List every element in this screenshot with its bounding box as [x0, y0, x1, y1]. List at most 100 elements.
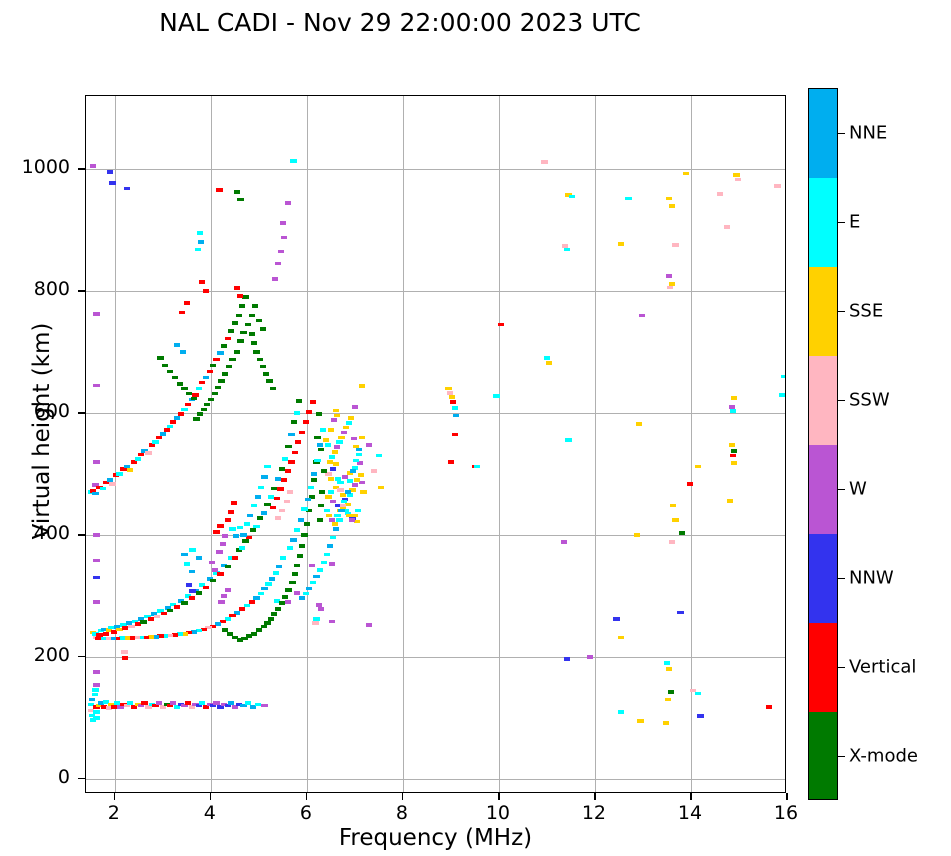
echo-marker [679, 531, 686, 535]
x-axis-label: Frequency (MHz) [338, 825, 533, 851]
echo-marker [355, 447, 362, 452]
colorbar-segment-nnw [809, 534, 837, 623]
colorbar-label-ssw: SSW [849, 389, 890, 410]
echo-marker [349, 487, 356, 492]
echo-marker [155, 435, 163, 440]
echo-marker [272, 277, 279, 281]
echo-marker [283, 499, 290, 504]
echo-marker [92, 631, 99, 636]
x-tick-label: 8 [395, 802, 408, 824]
colorbar-label-sse: SSE [849, 300, 884, 321]
echo-marker [153, 614, 161, 619]
echo-marker [199, 280, 206, 284]
x-tick-label: 16 [773, 802, 799, 824]
echo-marker [318, 503, 325, 508]
echo-marker [264, 502, 271, 507]
echo-marker [227, 701, 235, 705]
colorbar-tick [838, 666, 845, 669]
echo-marker [327, 490, 334, 495]
echo-marker [298, 544, 306, 548]
echo-marker [114, 636, 121, 641]
gridline-horizontal [86, 412, 785, 414]
echo-marker [273, 496, 281, 501]
echo-marker [127, 701, 134, 705]
echo-marker [176, 632, 183, 637]
echo-marker [258, 591, 265, 596]
echo-marker [445, 386, 452, 391]
echo-marker [317, 517, 324, 522]
echo-marker [120, 702, 127, 707]
x-tick-label: 14 [677, 802, 703, 824]
echo-marker [284, 200, 291, 205]
x-tick [305, 793, 308, 800]
echo-marker [176, 381, 183, 386]
echo-marker [195, 703, 202, 708]
echo-marker [313, 617, 320, 621]
echo-marker [275, 564, 283, 569]
x-tick-label: 6 [299, 802, 312, 824]
echo-marker [312, 621, 319, 626]
echo-marker [307, 485, 314, 490]
echo-marker [351, 483, 358, 487]
echo-marker [166, 369, 174, 374]
echo-marker [130, 459, 138, 464]
echo-marker [144, 614, 151, 619]
echo-marker [302, 591, 310, 596]
echo-marker [723, 225, 731, 229]
echo-marker [638, 313, 646, 318]
echo-marker [227, 328, 235, 333]
echo-marker [332, 462, 339, 467]
echo-marker [546, 361, 553, 365]
echo-marker [354, 508, 361, 513]
echo-marker [186, 391, 193, 396]
echo-marker [177, 412, 185, 417]
echo-marker [618, 242, 625, 246]
echo-marker [296, 398, 303, 403]
echo-marker [286, 490, 294, 495]
x-tick [113, 793, 116, 800]
echo-marker [259, 364, 266, 369]
echo-marker [99, 486, 106, 491]
echo-marker [163, 428, 170, 432]
echo-marker [258, 485, 265, 490]
echo-marker [93, 600, 100, 604]
echo-marker [322, 437, 330, 442]
echo-marker [183, 301, 190, 306]
y-tick [78, 411, 85, 414]
gridline-vertical [690, 96, 692, 792]
echo-marker [128, 636, 135, 640]
echo-marker [123, 464, 130, 469]
echo-marker [197, 231, 204, 235]
echo-marker [138, 617, 145, 621]
echo-marker [344, 502, 351, 507]
echo-marker [240, 533, 247, 537]
echo-marker [189, 548, 196, 552]
echo-marker [237, 339, 244, 343]
echo-marker [202, 704, 210, 709]
echo-marker [349, 469, 357, 473]
echo-marker [781, 374, 785, 379]
echo-marker [120, 623, 127, 627]
echo-marker [138, 703, 145, 708]
echo-marker [202, 289, 210, 293]
echo-marker [666, 667, 673, 671]
echo-marker [213, 530, 220, 534]
echo-marker [181, 631, 188, 636]
echo-marker [618, 709, 625, 714]
echo-marker [278, 508, 285, 513]
echo-marker [294, 528, 301, 532]
echo-marker [356, 461, 363, 465]
echo-marker [278, 601, 285, 606]
echo-marker [560, 540, 567, 545]
echo-marker [259, 327, 266, 331]
echo-marker [697, 714, 704, 718]
echo-marker [236, 525, 243, 530]
echo-marker [122, 626, 129, 630]
echo-marker [91, 692, 98, 697]
echo-marker [224, 336, 231, 341]
echo-marker [210, 578, 217, 583]
echo-marker [162, 634, 169, 638]
echo-marker [206, 576, 213, 581]
echo-marker [248, 331, 255, 336]
